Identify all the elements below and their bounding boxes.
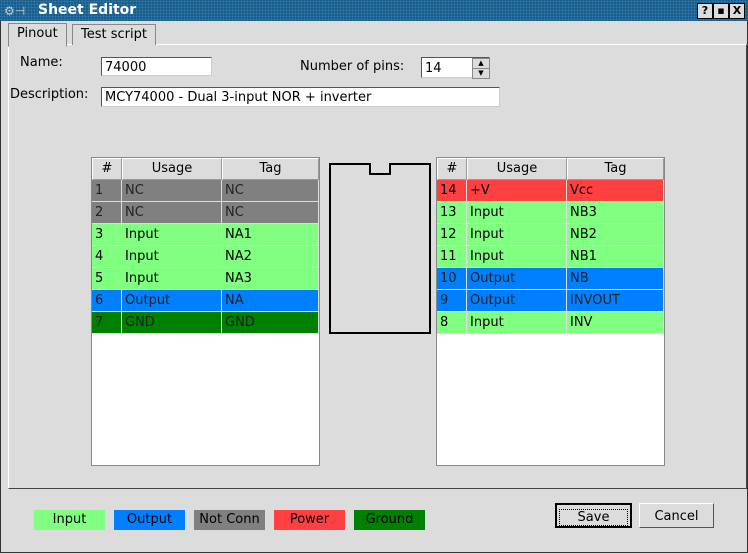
table-row[interactable]: 8 Input INV <box>437 312 664 334</box>
pin-tag: INVOUT <box>567 290 664 312</box>
pin-tag: NB2 <box>567 224 664 246</box>
pins-value: 14 <box>425 61 442 76</box>
pin-usage: Input <box>467 312 567 334</box>
description-label: Description: <box>10 87 89 102</box>
table-row[interactable]: 10 Output NB <box>437 268 664 290</box>
table-header: # Usage Tag <box>92 158 319 180</box>
pin-usage: NC <box>122 202 222 224</box>
pin-tag: NA3 <box>222 268 319 290</box>
column-header[interactable]: # <box>437 158 467 180</box>
legend-chip: Power <box>274 510 345 530</box>
pin-number: 1 <box>92 180 122 202</box>
pin-usage: Input <box>467 224 567 246</box>
pin-usage: Input <box>122 246 222 268</box>
pin-usage: NC <box>122 180 222 202</box>
pin-tag: NA2 <box>222 246 319 268</box>
tab-pinout[interactable]: Pinout <box>8 23 67 47</box>
table-header: # Usage Tag <box>437 158 664 180</box>
pins-label: Number of pins: <box>300 59 405 74</box>
pin-tag: GND <box>222 312 319 334</box>
pin-tag: NB1 <box>567 246 664 268</box>
pin-usage: Input <box>122 268 222 290</box>
pin-usage: Input <box>467 202 567 224</box>
table-row[interactable]: 14 +V Vcc <box>437 180 664 202</box>
tab-test-script[interactable]: Test script <box>72 24 156 45</box>
table-row[interactable]: 13 Input NB3 <box>437 202 664 224</box>
right-pin-table[interactable]: # Usage Tag 14 +V Vcc 13 Input NB3 12 Input NB2 11 In… <box>436 157 665 466</box>
column-header[interactable]: Tag <box>222 158 319 180</box>
pin-tag: NC <box>222 180 319 202</box>
table-row[interactable]: 5 Input NA3 <box>92 268 319 290</box>
pin-number: 3 <box>92 224 122 246</box>
pin-number: 14 <box>437 180 467 202</box>
pin-number: 4 <box>92 246 122 268</box>
pin-tag: NB <box>567 268 664 290</box>
pin-tag: NA1 <box>222 224 319 246</box>
pin-number: 13 <box>437 202 467 224</box>
pin-number: 10 <box>437 268 467 290</box>
pinout-panel <box>8 44 747 489</box>
left-pin-table[interactable]: # Usage Tag 1 NC NC 2 NC NC 3 Input NA1 4 Input NA2 5 In… <box>91 157 320 466</box>
save-label: Save <box>558 509 629 526</box>
table-row[interactable]: 11 Input NB1 <box>437 246 664 268</box>
cancel-button[interactable]: Cancel <box>639 503 714 528</box>
pin-number: 12 <box>437 224 467 246</box>
maximize-button[interactable]: ▪ <box>713 3 729 19</box>
pin-number: 8 <box>437 312 467 334</box>
window-title: Sheet Editor <box>38 2 137 18</box>
name-input[interactable]: 74000 <box>101 57 212 76</box>
pin-tag: INV <box>567 312 664 334</box>
pin-number: 7 <box>92 312 122 334</box>
pin-usage: Input <box>122 224 222 246</box>
chip-outline-icon <box>329 163 431 334</box>
pin-usage: Output <box>467 268 567 290</box>
app-icon: ⚙⊣ <box>4 4 26 18</box>
pin-number: 6 <box>92 290 122 312</box>
table-row[interactable]: 4 Input NA2 <box>92 246 319 268</box>
pin-usage: Output <box>122 290 222 312</box>
save-button[interactable]: Save <box>555 503 632 528</box>
title-bar[interactable]: ⚙⊣ <box>0 0 748 21</box>
pin-usage: GND <box>122 312 222 334</box>
column-header[interactable]: Usage <box>122 158 222 180</box>
table-row[interactable]: 1 NC NC <box>92 180 319 202</box>
table-row[interactable]: 6 Output NA <box>92 290 319 312</box>
legend-chip: Not Conn <box>194 510 265 530</box>
legend-chip: Output <box>114 510 185 530</box>
description-input[interactable]: MCY74000 - Dual 3-input NOR + inverter <box>101 87 500 107</box>
legend-chip: Ground <box>354 510 425 530</box>
pin-number: 2 <box>92 202 122 224</box>
pin-number: 11 <box>437 246 467 268</box>
pin-usage: Input <box>467 246 567 268</box>
pin-number: 5 <box>92 268 122 290</box>
pin-tag: Vcc <box>567 180 664 202</box>
column-header[interactable]: # <box>92 158 122 180</box>
column-header[interactable]: Usage <box>467 158 567 180</box>
pin-tag: NB3 <box>567 202 664 224</box>
pin-tag: NC <box>222 202 319 224</box>
pin-number: 9 <box>437 290 467 312</box>
table-row[interactable]: 12 Input NB2 <box>437 224 664 246</box>
name-label: Name: <box>20 55 63 70</box>
table-row[interactable]: 9 Output INVOUT <box>437 290 664 312</box>
pin-usage: Output <box>467 290 567 312</box>
column-header[interactable]: Tag <box>567 158 664 180</box>
spin-down-icon[interactable]: ▼ <box>472 68 490 79</box>
legend-chip: Input <box>34 510 105 530</box>
table-row[interactable]: 2 NC NC <box>92 202 319 224</box>
close-button[interactable]: X <box>729 3 745 19</box>
help-button[interactable]: ? <box>697 3 713 19</box>
table-row[interactable]: 3 Input NA1 <box>92 224 319 246</box>
pin-usage: +V <box>467 180 567 202</box>
pin-tag: NA <box>222 290 319 312</box>
table-row[interactable]: 7 GND GND <box>92 312 319 334</box>
